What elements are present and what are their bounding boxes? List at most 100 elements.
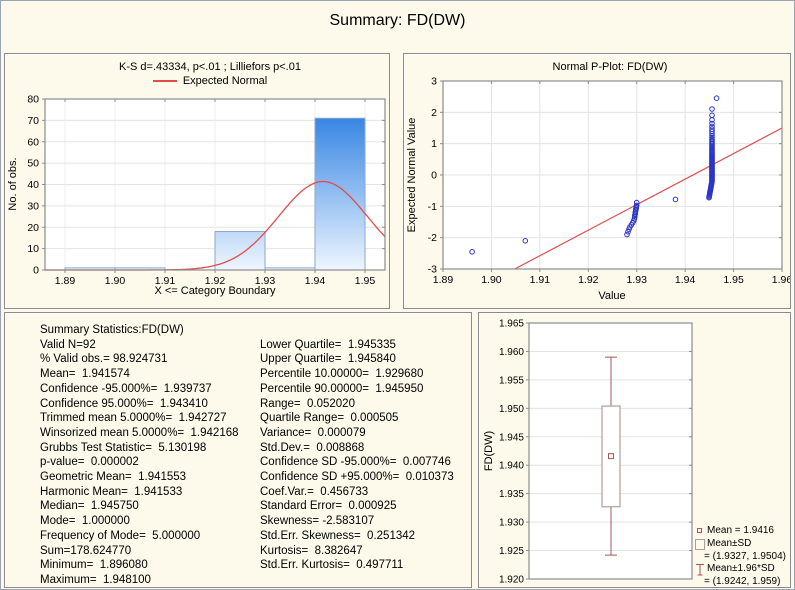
mean-marker — [608, 453, 614, 460]
stat-line: Frequency of Mode= 5.000000 — [40, 529, 201, 542]
stat-line: Confidence -95.000%= 1.939737 — [40, 382, 212, 395]
data-point — [709, 126, 715, 133]
data-point — [625, 228, 631, 235]
boxplot-chart: FD(DW) 1.920 1.925 1.930 1.935 1.940 1.945 1.9… — [483, 319, 693, 586]
tick-label: 1.94 — [675, 274, 696, 286]
pplot-ylabel: Expected Normal Value — [406, 118, 418, 233]
tick-label: 1.91 — [530, 274, 551, 286]
stat-line: Coef.Var.= 0.456733 — [260, 485, 369, 498]
tick-label: 1 — [431, 138, 437, 150]
histogram-title: K-S d=.43334, p<.01 ; Lilliefors p<.01 — [119, 61, 301, 73]
tick-label: 1.89 — [55, 275, 76, 287]
histogram-panel[interactable]: K-S d=.43334, p<.01 ; Lilliefors p<.01 E… — [4, 53, 390, 309]
stat-line: Sum=178.624770 — [40, 544, 132, 557]
tick-label: 20 — [27, 222, 39, 234]
boxplot-legend: Mean = 1.9416 Mean±SD = (1.9327, 1.9504)… — [694, 525, 786, 589]
tick-label: 1.89 — [433, 274, 454, 286]
pplot-xlabel: Value — [598, 290, 625, 302]
data-point — [709, 106, 715, 112]
tick-label: -1 — [428, 201, 437, 213]
stat-line: Valid N=92 — [40, 338, 96, 351]
tick-label: 1.96 — [772, 274, 790, 286]
tick-label: 1.93 — [255, 275, 276, 287]
pplot-title: Normal P-Plot: FD(DW) — [552, 61, 668, 73]
page-title: Summary: FD(DW) — [329, 12, 466, 29]
data-point — [709, 112, 715, 119]
tick-label: 1.930 — [499, 518, 524, 529]
stat-line: Trimmed mean 5.0000%= 1.942727 — [40, 412, 227, 425]
data-point — [633, 202, 640, 209]
tick-label: -2 — [428, 232, 437, 244]
legend-row-sd-value: = (1.9327, 1.9504) — [704, 551, 786, 564]
stat-line: Skewness= -2.583107 — [260, 515, 375, 528]
data-point — [713, 95, 720, 102]
stats-left-column: Summary Statistics:FD(DW) Valid N=92 % Val… — [40, 323, 239, 588]
stat-line: % Valid obs.= 98.924731 — [40, 353, 168, 366]
stat-line: Lower Quartile= 1.945335 — [260, 338, 396, 351]
stat-line: Kurtosis= 8.382647 — [260, 544, 363, 557]
stat-line: Mean= 1.941574 — [40, 368, 130, 381]
data-point — [709, 123, 715, 130]
histogram-bar — [314, 117, 366, 271]
stat-line: Minimum= 1.896080 — [40, 559, 148, 572]
stat-line: Confidence SD +95.000%= 0.010373 — [260, 471, 454, 484]
tick-label: 1.955 — [499, 375, 524, 386]
mean-marker-icon — [694, 526, 707, 536]
histogram-xlabel: X <= Category Boundary — [154, 285, 276, 297]
stat-line: Median= 1.945750 — [40, 500, 139, 513]
tick-label: 1.92 — [205, 275, 226, 287]
tick-label: 1.94 — [305, 275, 326, 287]
tick-label: 0 — [33, 265, 39, 277]
pplot-panel[interactable]: Normal P-Plot: FD(DW) Value Expected Nor… — [403, 53, 791, 309]
stat-line: Summary Statistics:FD(DW) — [40, 324, 184, 336]
tick-label: 3 — [431, 76, 437, 88]
legend-row-mean: Mean = 1.9416 — [694, 525, 786, 538]
histogram-legend: Expected Normal — [33, 75, 387, 87]
tick-label: -3 — [428, 264, 437, 276]
tick-label: 1.965 — [499, 319, 524, 330]
summary-statistics-panel[interactable]: Summary Statistics:FD(DW) Valid N=92 % Val… — [4, 312, 472, 588]
legend-sd-label: Mean±SD — [707, 537, 752, 549]
legend-row-sd196-value: = (1.9242, 1.959) — [704, 576, 786, 589]
tick-label: 1.95 — [355, 275, 376, 287]
tick-label: 2 — [431, 107, 437, 119]
stat-line: Maximum= 1.948100 — [40, 573, 151, 586]
stats-right-column: Lower Quartile= 1.945335 Upper Quartile= … — [260, 338, 454, 573]
stat-line: Range= 0.052020 — [260, 397, 355, 410]
stat-line: Geometric Mean= 1.941553 — [40, 471, 187, 484]
tick-label: 1.92 — [578, 274, 599, 286]
tick-label: 10 — [27, 243, 39, 255]
tick-label: 1.90 — [105, 275, 126, 287]
stat-line: Standard Error= 0.000925 — [260, 500, 397, 513]
stat-line: Confidence SD -95.000%= 0.007746 — [260, 456, 451, 469]
expected-normal-line-icon — [152, 80, 177, 83]
tick-label: 1.960 — [499, 347, 524, 358]
tick-label: 1.940 — [499, 461, 524, 472]
stat-line: p-value= 0.000002 — [40, 456, 139, 469]
tick-label: 60 — [27, 136, 39, 148]
legend-row-sd196: Mean±1.96*SD — [694, 563, 786, 576]
tick-label: 70 — [27, 115, 39, 127]
data-point — [633, 205, 639, 211]
stat-line: Percentile 10.00000= 1.929680 — [260, 368, 424, 381]
boxplot-ylabel: FD(DW) — [483, 431, 495, 471]
tick-label: 1.925 — [499, 546, 524, 557]
tick-label: 1.95 — [723, 274, 744, 286]
data-point — [469, 249, 475, 255]
stat-line: Upper Quartile= 1.945840 — [260, 353, 396, 366]
stat-line: Quartile Range= 0.000505 — [260, 412, 399, 425]
boxplot-panel[interactable]: FD(DW) 1.920 1.925 1.930 1.935 1.940 1.945 1.9… — [478, 312, 791, 588]
histogram-legend-label: Expected Normal — [182, 75, 268, 87]
tick-label: 1.920 — [499, 575, 524, 586]
stat-line: Mode= 1.000000 — [40, 515, 130, 528]
data-point — [522, 238, 529, 244]
stat-line: Percentile 90.00000= 1.945950 — [260, 382, 424, 395]
legend-mean-label: Mean = 1.9416 — [707, 525, 774, 536]
plot-frame — [528, 322, 693, 580]
tick-label: 1.93 — [626, 274, 647, 286]
tick-label: 0 — [431, 170, 437, 182]
data-point — [672, 196, 679, 203]
tick-label: 1.945 — [499, 432, 524, 443]
tick-label: 1.91 — [155, 275, 176, 287]
